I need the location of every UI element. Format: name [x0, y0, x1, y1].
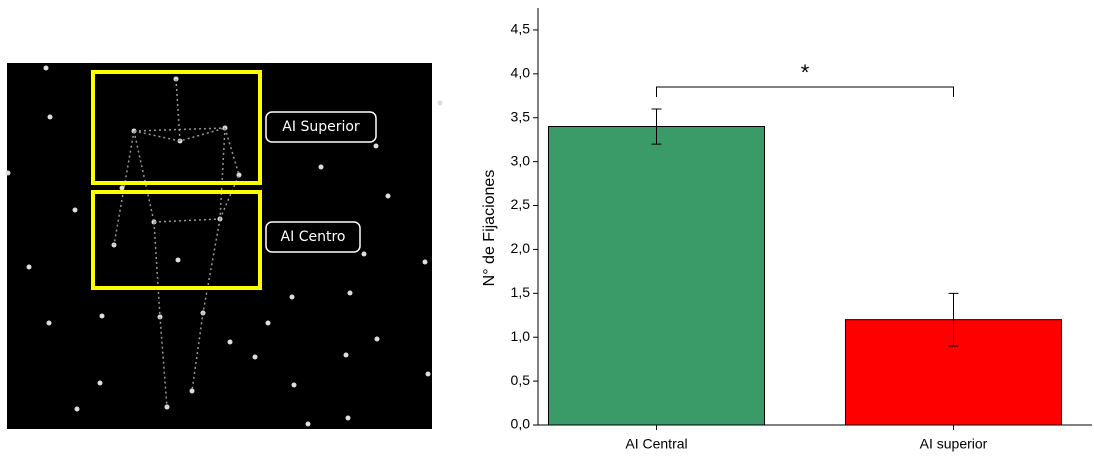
y-tick-label: 1,0 [511, 328, 531, 344]
label-box [265, 111, 377, 143]
region-label: AI Superior [282, 119, 360, 135]
error-bar [651, 108, 662, 145]
y-tick-label: 0,0 [511, 416, 531, 432]
dots [5, 65, 443, 427]
error-bar [948, 292, 959, 347]
roi-box [91, 70, 262, 185]
region-label: AI Centro [281, 229, 346, 245]
label-box [265, 221, 361, 253]
y-tick-label: 3,0 [511, 152, 531, 168]
y-tick-label: 3,5 [511, 108, 531, 124]
x-tick-label: AI Central [625, 436, 687, 452]
y-tick-label: 4,5 [511, 21, 531, 37]
y-tick-label: 2,0 [511, 240, 531, 256]
bar [547, 126, 766, 426]
roi-box [91, 190, 262, 290]
y-tick-label: 4,0 [511, 65, 531, 81]
x-tick-label: AI superior [920, 436, 988, 452]
y-tick-label: 1,5 [511, 284, 531, 300]
skeleton [113, 78, 240, 408]
y-tick-label: 2,5 [511, 196, 531, 212]
y-tick-label: 0,5 [511, 372, 531, 388]
y-axis-label: N° de Fijaciones [481, 170, 498, 287]
significance-bracket [656, 86, 954, 97]
stimulus: AI Superior AI Centro [5, 63, 443, 429]
significance-label: * [801, 60, 810, 85]
